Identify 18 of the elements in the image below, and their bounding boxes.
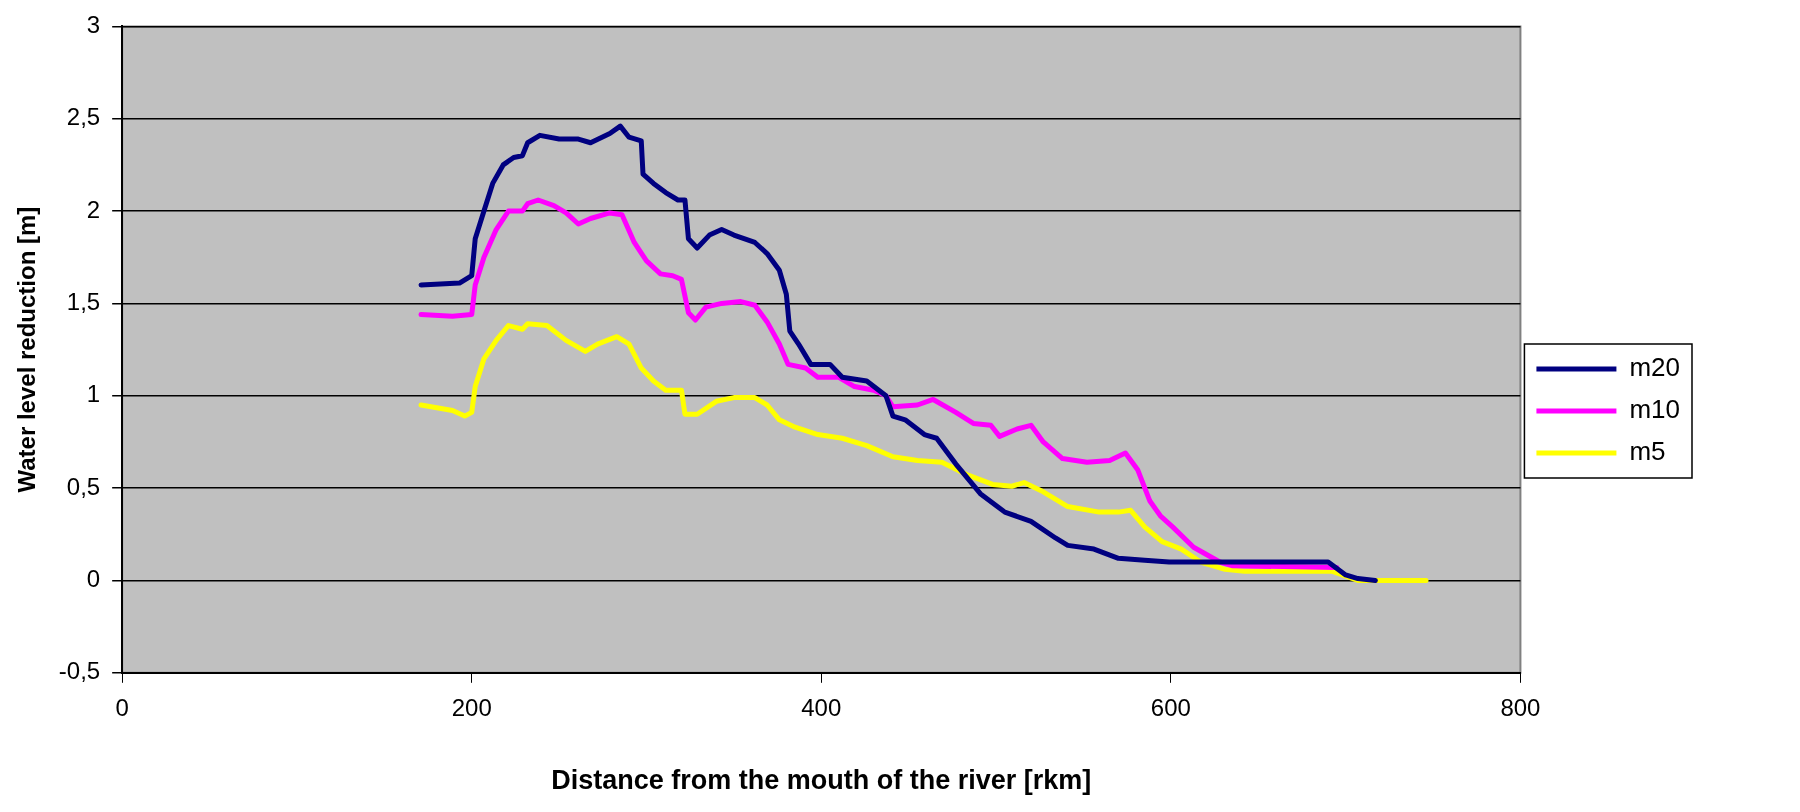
x-tick-label: 600 [1150, 693, 1191, 721]
x-tick-label: 0 [115, 693, 129, 721]
y-tick-label: 1 [86, 380, 101, 408]
y-tick-label: 1,5 [66, 288, 101, 316]
y-tick-label: 2 [86, 195, 101, 223]
y-tick-label: -0,5 [58, 657, 101, 685]
x-tick-label: 800 [1500, 693, 1541, 721]
y-axis-title: Water level reduction [m] [13, 206, 41, 493]
legend-label: m20 [1629, 352, 1680, 383]
y-tick-label: 0 [86, 565, 101, 593]
x-tick-label: 400 [801, 693, 842, 721]
y-tick-label: 2,5 [66, 103, 101, 131]
y-tick-label: 0,5 [66, 472, 101, 500]
y-tick-label: 3 [86, 11, 101, 39]
x-tick-label: 200 [451, 693, 492, 721]
x-axis-title: Distance from the mouth of the river [rkm] [551, 765, 1092, 796]
legend-label: m5 [1629, 436, 1666, 467]
legend-label: m10 [1629, 394, 1680, 425]
